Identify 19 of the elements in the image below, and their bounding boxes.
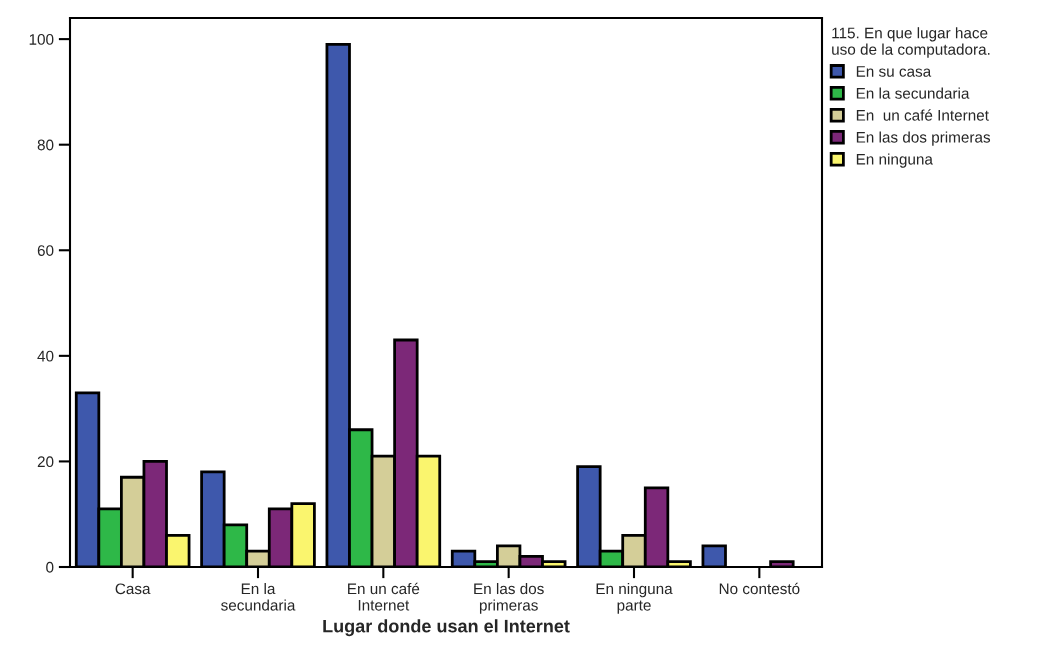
x-tick-label: En ninguna parte	[596, 582, 673, 614]
y-tick-label: 20	[37, 456, 54, 468]
x-tick-label: En un café Internet	[348, 582, 420, 611]
x-tick-label: En las dos primeras	[474, 582, 544, 614]
legend-title: 115. En que lugar hace uso de la computadora.	[832, 27, 990, 58]
legend-label: En un café Internet	[856, 109, 989, 121]
legend-label: En su casa	[856, 66, 932, 77]
y-tick-label: 0	[46, 561, 54, 573]
x-tick-label: No contestó	[719, 582, 800, 595]
x-tick-label: Casa	[115, 583, 151, 595]
y-tick-label: 80	[37, 139, 54, 151]
x-axis-title: Lugar donde usan el Internet	[323, 619, 570, 637]
y-tick-label: 100	[29, 33, 54, 45]
y-tick-label: 40	[37, 350, 54, 362]
y-tick-label: 60	[37, 245, 54, 256]
legend-label: En ninguna	[856, 153, 933, 168]
legend-label: En las dos primeras	[856, 131, 991, 146]
legend-label: En la secundaria	[856, 87, 970, 99]
x-tick-label: En la secundaria	[221, 582, 296, 611]
